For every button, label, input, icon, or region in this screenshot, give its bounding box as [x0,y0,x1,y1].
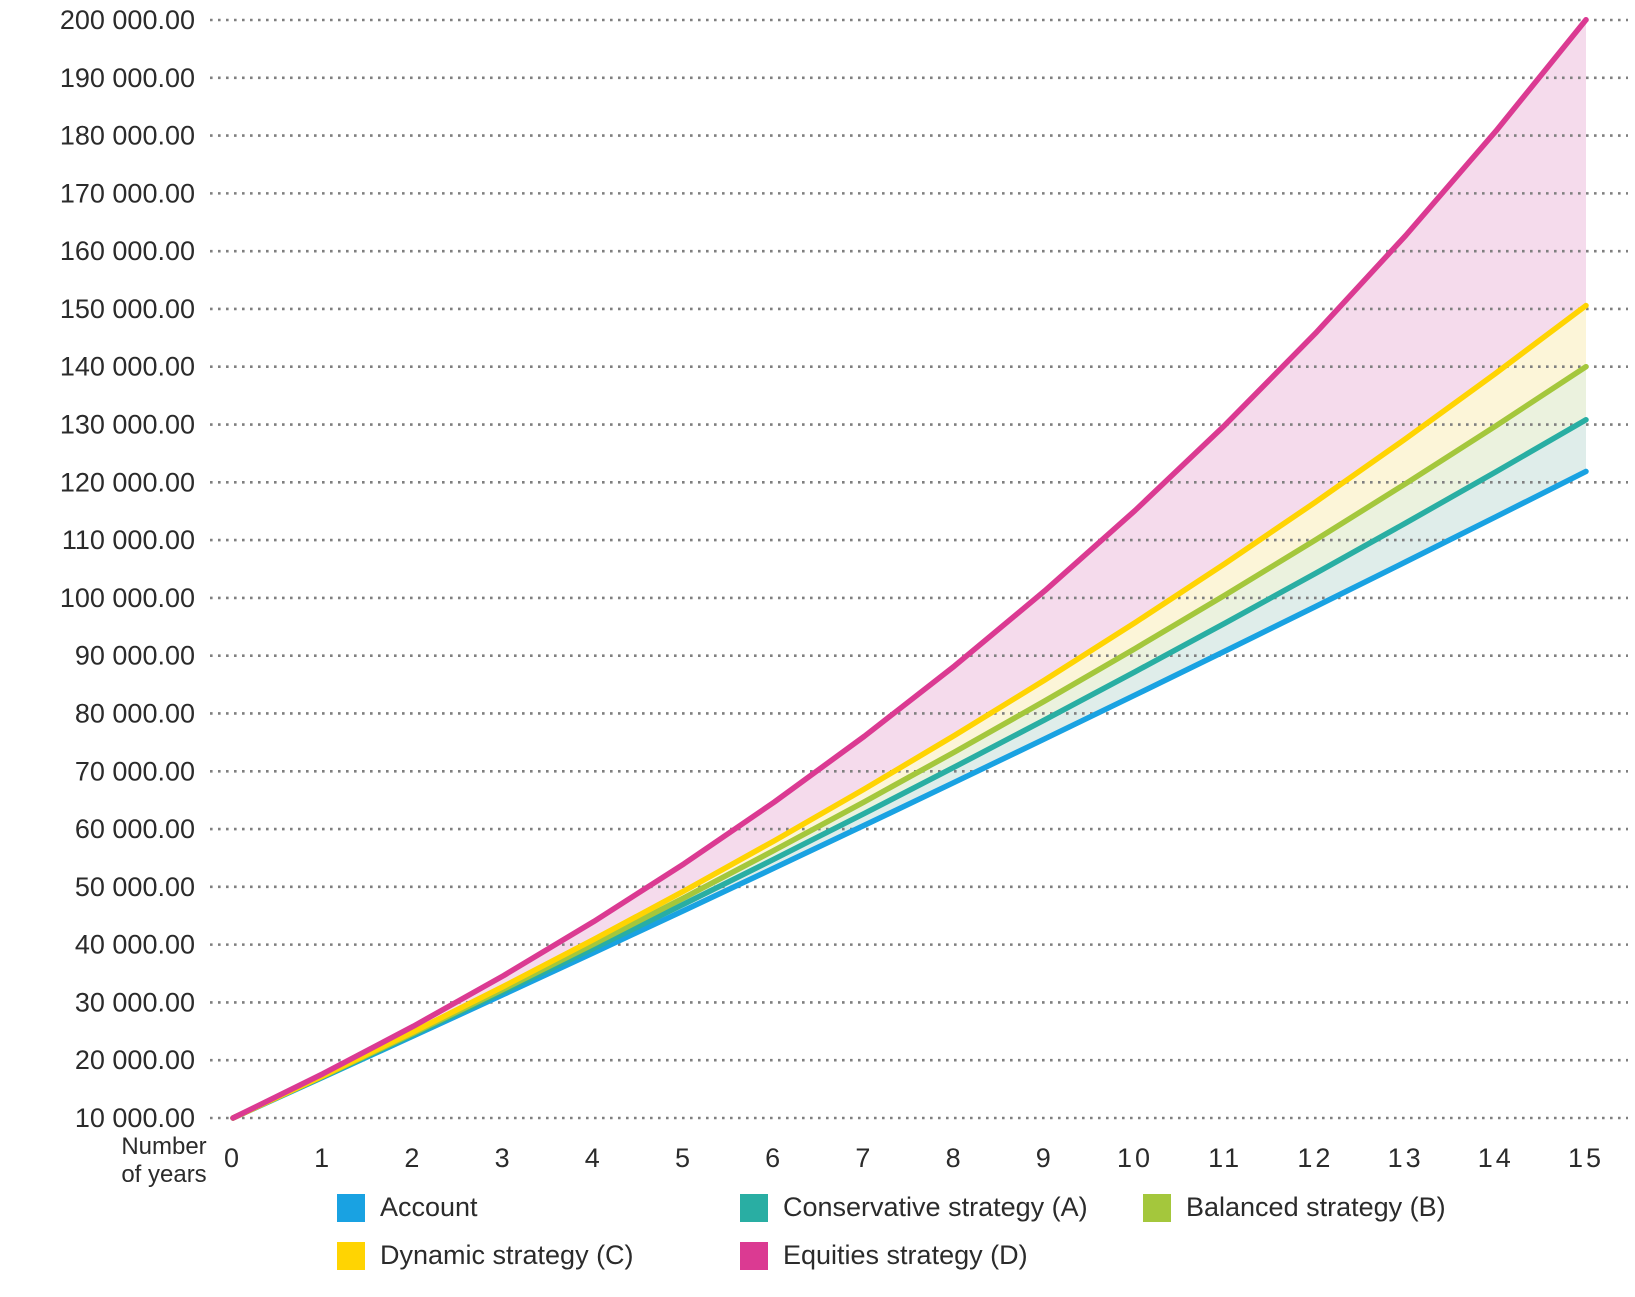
x-axis-tick-label: 3 [495,1143,513,1173]
x-axis-tick-label: 1 [314,1143,332,1173]
x-axis-tick-label: 7 [855,1143,873,1173]
y-axis-tick-label: 130 000.00 [60,410,195,440]
y-axis-tick-label: 160 000.00 [60,236,195,266]
x-axis-tick-label: 6 [765,1143,783,1173]
x-axis-tick-label: 10 [1117,1143,1153,1173]
x-axis-tick-label: 5 [675,1143,693,1173]
line-equities-strategy-d [230,16,1589,1121]
x-axis-tick-label: 11 [1208,1143,1242,1173]
gridlines [210,18,1628,1120]
y-axis-tick-label: 50 000.00 [75,872,195,902]
y-axis-tick-label: 170 000.00 [60,178,195,208]
y-axis-labels: 200 000.00 190 000.00 180 000.00 170 000.00… [60,5,195,1133]
series-bands [233,19,1586,1119]
y-axis-tick-label: 140 000.00 [60,352,195,382]
x-axis-tick-label: 15 [1568,1143,1604,1173]
y-axis-tick-label: 80 000.00 [75,698,195,728]
y-axis-tick-label: 40 000.00 [75,930,195,960]
x-axis-tick-label: 14 [1478,1143,1514,1173]
y-axis-tick-label: 100 000.00 [60,583,195,613]
x-axis-tick-label: 2 [404,1143,422,1173]
x-axis-tick-label: 8 [946,1143,964,1173]
y-axis-tick-label: 190 000.00 [60,63,195,93]
y-axis-tick-label: 110 000.00 [62,525,195,555]
x-axis-labels: 0 1 2 3 4 5 6 7 8 9 10 11 12 13 14 15 [224,1143,1604,1173]
series-lines [230,16,1589,1121]
x-axis-tick-label: 4 [585,1143,603,1173]
x-axis-tick-label: 9 [1036,1143,1054,1173]
line-dynamic-strategy-c [230,302,1589,1121]
y-axis-tick-label: 20 000.00 [75,1045,195,1075]
x-axis-tick-label: 12 [1297,1143,1333,1173]
y-axis-tick-label: 10 000.00 [75,1103,195,1133]
x-axis-tick-label: 13 [1388,1143,1424,1173]
y-axis-tick-label: 90 000.00 [75,641,195,671]
y-axis-tick-label: 120 000.00 [60,467,195,497]
y-axis-tick-label: 30 000.00 [75,987,195,1017]
y-axis-tick-label: 200 000.00 [60,5,195,35]
y-axis-tick-label: 70 000.00 [75,756,195,786]
x-axis-title: Number of years [121,1133,207,1188]
y-axis-tick-label: 180 000.00 [60,121,195,151]
y-axis-tick-label: 150 000.00 [60,294,195,324]
y-axis-tick-label: 60 000.00 [75,814,195,844]
x-axis-tick-label: 0 [224,1143,242,1173]
